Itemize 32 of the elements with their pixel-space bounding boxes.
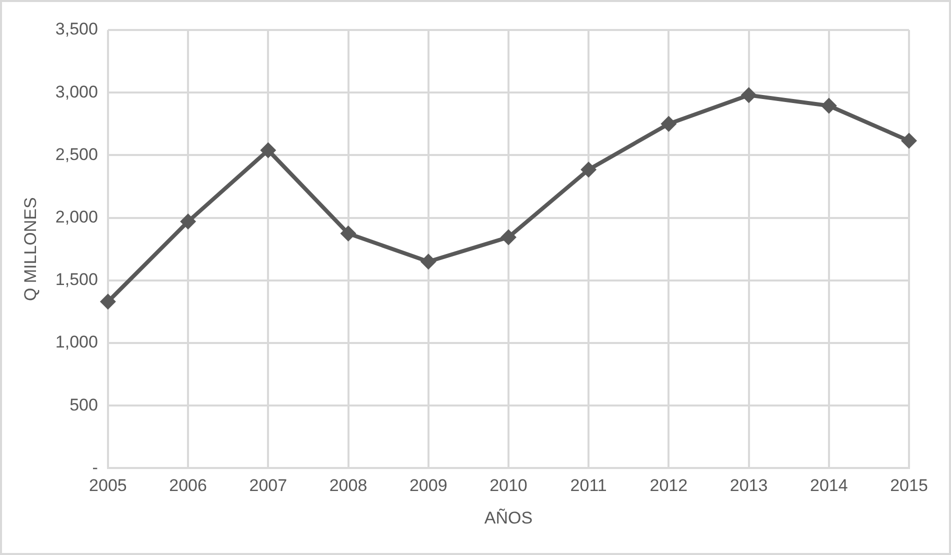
point [660, 116, 677, 132]
point [260, 142, 276, 158]
x-tick-label: 2010 [490, 476, 528, 496]
y-tick-label: 3,000 [55, 82, 98, 102]
point [901, 132, 917, 149]
point [100, 294, 116, 310]
point [420, 254, 436, 270]
y-tick-label: 2,500 [55, 144, 98, 164]
x-tick-label: 2015 [890, 476, 928, 496]
point [580, 162, 597, 178]
x-tick-label: 2011 [570, 476, 607, 496]
point [820, 98, 837, 114]
y-tick-label: - [92, 458, 98, 477]
y-tick-label: 3,500 [55, 20, 98, 39]
x-tick-label: 2014 [810, 476, 848, 496]
x-tick-label: 2009 [409, 476, 448, 496]
x-tick-label: 2007 [249, 476, 288, 496]
x-tick-label: 2006 [169, 476, 207, 496]
y-axis-title: Q MILLONES [20, 197, 40, 302]
x-axis-title: AÑOS [484, 508, 533, 528]
x-tick-label: 2005 [89, 476, 127, 496]
x-tick-label: 2012 [650, 476, 688, 496]
y-tick-label: 2,000 [55, 207, 98, 226]
x-tick-label: 2008 [329, 476, 368, 496]
y-tick-label: 1,500 [55, 270, 98, 290]
y-tick-label: 1,000 [55, 332, 98, 352]
y-tick-label: 500 [70, 395, 98, 414]
point [500, 229, 516, 246]
point [740, 87, 757, 104]
point [340, 225, 356, 242]
point [180, 214, 196, 230]
x-tick-label: 2013 [730, 476, 768, 496]
